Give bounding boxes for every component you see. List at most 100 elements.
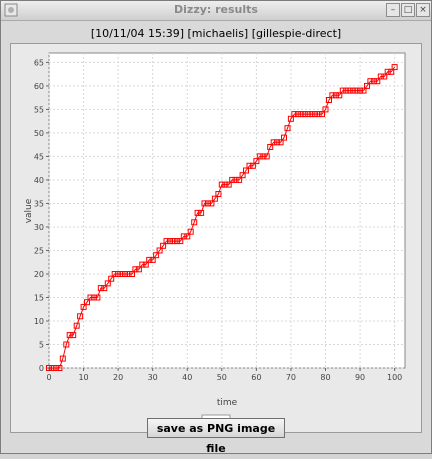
data-point bbox=[173, 238, 180, 245]
data-point bbox=[377, 73, 384, 80]
data-point bbox=[350, 87, 357, 94]
chart-panel: 0 5 10 15 20 25 30 35 40 45 50 55 60 65 0 10 20 30 40 50 60… bbox=[10, 43, 422, 433]
save-png-button[interactable]: save as PNG image file bbox=[147, 418, 285, 455]
data-point bbox=[291, 111, 298, 118]
data-point bbox=[191, 219, 198, 226]
data-point bbox=[315, 111, 322, 118]
data-point bbox=[312, 111, 319, 118]
data-point bbox=[104, 280, 111, 287]
data-point bbox=[298, 111, 305, 118]
y-axis: 0 5 10 15 20 25 30 35 40 45 50 55 60 65 bbox=[34, 58, 49, 373]
y-tick-label: 25 bbox=[34, 246, 44, 255]
data-point bbox=[122, 271, 128, 277]
data-point bbox=[49, 365, 56, 371]
data-point bbox=[277, 139, 284, 146]
data-point bbox=[94, 294, 101, 301]
data-point bbox=[305, 111, 312, 118]
data-point bbox=[294, 111, 301, 118]
data-point bbox=[87, 294, 94, 301]
y-tick-label: 0 bbox=[39, 364, 44, 373]
data-point bbox=[118, 271, 125, 277]
data-point bbox=[239, 172, 246, 179]
data-point bbox=[284, 125, 291, 132]
data-point bbox=[381, 73, 388, 80]
data-point bbox=[388, 68, 395, 75]
data-point bbox=[132, 266, 139, 273]
data-point bbox=[384, 68, 391, 75]
title-bar[interactable]: Dizzy: results – □ × bbox=[1, 1, 431, 21]
data-point bbox=[374, 78, 381, 85]
data-point bbox=[149, 256, 156, 263]
data-point bbox=[101, 285, 108, 292]
data-point bbox=[115, 271, 122, 277]
data-point bbox=[135, 266, 142, 273]
data-point bbox=[360, 87, 367, 94]
data-point bbox=[187, 228, 194, 235]
data-point bbox=[236, 176, 243, 183]
data-point bbox=[46, 365, 52, 371]
data-point bbox=[129, 271, 135, 277]
data-point bbox=[125, 271, 132, 277]
x-axis-label: time bbox=[217, 398, 238, 408]
x-tick-label: 20 bbox=[113, 373, 123, 382]
data-point bbox=[346, 87, 353, 94]
data-point bbox=[56, 365, 63, 371]
x-tick-label: 50 bbox=[217, 373, 227, 382]
y-tick-label: 35 bbox=[34, 199, 44, 208]
data-point bbox=[329, 92, 336, 99]
data-point bbox=[287, 115, 294, 122]
y-tick-label: 20 bbox=[34, 270, 44, 279]
y-tick-label: 15 bbox=[34, 293, 44, 302]
data-point bbox=[167, 238, 173, 245]
maximize-icon[interactable]: □ bbox=[401, 3, 415, 17]
plot-area bbox=[48, 52, 406, 369]
y-tick-label: 45 bbox=[34, 152, 44, 161]
data-point bbox=[270, 139, 277, 146]
x-tick-label: 60 bbox=[251, 373, 261, 382]
data-point bbox=[177, 238, 184, 245]
data-point bbox=[90, 294, 97, 301]
x-tick-label: 10 bbox=[78, 373, 88, 382]
data-point bbox=[357, 87, 364, 94]
content-area: [10/11/04 15:39] [michaelis] [gillespie-… bbox=[2, 21, 430, 455]
data-point bbox=[184, 233, 191, 240]
data-point bbox=[260, 153, 267, 160]
data-point bbox=[229, 176, 236, 183]
data-point bbox=[52, 365, 59, 371]
data-point bbox=[198, 209, 205, 216]
data-point bbox=[201, 200, 208, 207]
data-point bbox=[367, 78, 374, 85]
data-point bbox=[332, 92, 339, 99]
data-point bbox=[70, 332, 77, 339]
y-tick-label: 40 bbox=[34, 176, 44, 185]
x-tick-label: 90 bbox=[355, 373, 365, 382]
x-tick-label: 70 bbox=[286, 373, 296, 382]
run-info-label: [10/11/04 15:39] [michaelis] [gillespie-… bbox=[90, 27, 342, 40]
data-point bbox=[194, 209, 201, 216]
data-point bbox=[146, 256, 153, 263]
y-tick-label: 55 bbox=[34, 105, 44, 114]
data-point bbox=[339, 87, 346, 94]
data-point bbox=[73, 322, 80, 329]
data-point bbox=[63, 341, 70, 348]
data-point bbox=[108, 275, 115, 282]
data-point bbox=[97, 285, 104, 292]
data-point bbox=[218, 181, 225, 188]
data-point bbox=[205, 200, 211, 207]
close-icon[interactable]: × bbox=[416, 3, 430, 17]
y-tick-label: 5 bbox=[39, 340, 44, 349]
data-point bbox=[256, 153, 263, 160]
data-point bbox=[267, 144, 274, 150]
data-point bbox=[232, 176, 239, 183]
data-point bbox=[301, 111, 308, 118]
minimize-icon[interactable]: – bbox=[386, 3, 400, 17]
y-tick-label: 10 bbox=[34, 317, 44, 326]
y-tick-label: 65 bbox=[34, 58, 44, 67]
data-point bbox=[211, 195, 218, 202]
data-point bbox=[222, 181, 229, 188]
data-point bbox=[274, 139, 281, 146]
data-point bbox=[84, 299, 90, 306]
window-title: Dizzy: results bbox=[174, 3, 258, 16]
chart: 0 5 10 15 20 25 30 35 40 45 50 55 60 65 0 10 20 30 40 50 60… bbox=[24, 52, 406, 428]
